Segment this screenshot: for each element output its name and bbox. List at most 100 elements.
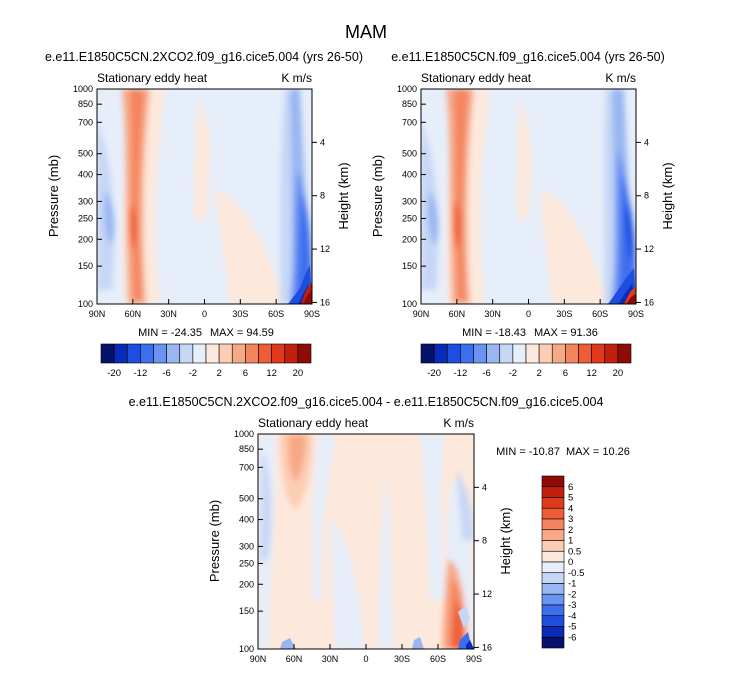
- y-tick-label: 100: [78, 299, 93, 309]
- panel-2-ylabel: Pressure (mb): [370, 155, 385, 237]
- colorbar-label: -20: [107, 368, 121, 379]
- colorbar-label: 12: [266, 368, 277, 379]
- y-tick-label: 700: [402, 117, 417, 127]
- colorbar-box: [617, 343, 632, 364]
- panel-3-ylabel: Pressure (mb): [207, 500, 222, 582]
- colorbar-label: -12: [454, 368, 468, 379]
- y-tick-label: 150: [402, 261, 417, 271]
- colorbar-box: [541, 572, 565, 584]
- y-tick-label: 200: [402, 234, 417, 244]
- x-tick-label: 90S: [628, 309, 644, 319]
- y2-tick-label: 12: [644, 244, 654, 254]
- colorbar-box: [541, 593, 565, 606]
- colorbar-box: [433, 343, 448, 364]
- colorbar-label: -6: [568, 632, 576, 643]
- panel-1-max: MAX = 94.59: [210, 327, 274, 339]
- colorbar-box: [541, 518, 565, 531]
- x-tick-label: 90N: [89, 309, 106, 319]
- colorbar-box: [113, 343, 128, 364]
- colorbar-box: [551, 343, 566, 364]
- y-tick-label: 100: [402, 299, 417, 309]
- panel-3-y2label: Height (km): [498, 507, 513, 574]
- y-tick-label: 1000: [73, 84, 93, 94]
- colorbar-box: [512, 343, 527, 364]
- colorbar-label: 6: [568, 482, 573, 493]
- y-tick-label: 400: [402, 170, 417, 180]
- panel-1: e.e11.E1850C5CN.2XCO2.f09_g16.cice5.004 …: [45, 50, 363, 379]
- y-tick-label: 150: [78, 261, 93, 271]
- panel-1-ylabel: Pressure (mb): [46, 155, 61, 237]
- y2-tick-label: 8: [320, 191, 325, 201]
- y-tick-label: 300: [239, 541, 254, 551]
- y2-tick-label: 4: [644, 137, 649, 147]
- colorbar-box: [525, 343, 540, 364]
- colorbar-box: [284, 343, 299, 364]
- colorbar-box: [446, 343, 461, 364]
- panel-1-colorbar: -20 -12 -6 -2 2 6 12 20: [100, 343, 312, 379]
- colorbar-box: [140, 343, 154, 364]
- panel-2-contour-field: [421, 89, 636, 304]
- colorbar-label: -2: [568, 589, 576, 600]
- colorbar-box: [486, 343, 501, 364]
- colorbar-box: [205, 343, 220, 364]
- colorbar-label: 2: [536, 368, 541, 379]
- panel-2-title: e.e11.E1850C5CN.f09_g16.cice5.004 (yrs 2…: [391, 50, 665, 64]
- colorbar-box: [271, 343, 286, 364]
- x-tick-label: 90N: [413, 309, 430, 319]
- colorbar-label: 6: [563, 368, 568, 379]
- x-tick-label: 0: [363, 654, 368, 664]
- colorbar-box: [258, 343, 272, 364]
- colorbar-box: [245, 343, 259, 364]
- panel-1-contour-field: [97, 89, 312, 304]
- x-tick-label: 90S: [466, 654, 482, 664]
- panel-2-right-string: K m/s: [605, 71, 636, 85]
- colorbar-box: [218, 343, 233, 364]
- y-tick-label: 400: [78, 170, 93, 180]
- y2-tick-label: 4: [482, 482, 487, 492]
- colorbar-label: -1: [568, 579, 576, 590]
- panel-3-contour-field: [258, 434, 474, 649]
- panel-1-y2label: Height (km): [336, 162, 351, 229]
- colorbar-box: [541, 604, 565, 617]
- y-tick-label: 700: [239, 462, 254, 472]
- y-tick-label: 850: [402, 99, 417, 109]
- colorbar-label: 20: [293, 368, 304, 379]
- colorbar-label: 3: [568, 514, 573, 525]
- colorbar-box: [604, 343, 619, 364]
- x-tick-label: 60S: [592, 309, 608, 319]
- colorbar-box: [126, 343, 141, 364]
- colorbar-box: [179, 343, 194, 364]
- x-tick-label: 90N: [250, 654, 267, 664]
- colorbar-label: -12: [134, 368, 148, 379]
- colorbar-label: -2: [509, 368, 517, 379]
- y2-tick-label: 4: [320, 137, 325, 147]
- colorbar-label: 20: [613, 368, 624, 379]
- panel-3-axes: 90N 60N 30N 0 30S 60S 90S 100 150 200 250 300 400 500…: [234, 429, 492, 664]
- y2-tick-label: 16: [644, 297, 654, 307]
- x-tick-label: 60N: [286, 654, 303, 664]
- colorbar-label: 1: [568, 536, 573, 547]
- colorbar-box: [473, 343, 487, 364]
- colorbar-box: [565, 343, 579, 364]
- y-tick-label: 850: [78, 99, 93, 109]
- panel-3-right-string: K m/s: [443, 416, 474, 430]
- panel-2-colorbar: -20 -12 -6 -2 2 6 12 20: [420, 343, 632, 379]
- colorbar-box: [541, 550, 565, 563]
- panel-3-min: MIN = -10.87: [496, 446, 560, 458]
- x-tick-label: 30S: [556, 309, 572, 319]
- x-tick-label: 90S: [304, 309, 320, 319]
- panel-2-max: MAX = 91.36: [534, 327, 598, 339]
- y2-tick-label: 16: [482, 642, 492, 652]
- colorbar-box: [541, 636, 565, 649]
- figure-title: MAM: [345, 22, 387, 42]
- colorbar-box: [578, 343, 592, 364]
- panel-1-right-string: K m/s: [281, 71, 312, 85]
- x-tick-label: 30N: [484, 309, 501, 319]
- colorbar-label: -2: [189, 368, 197, 379]
- panel-3-left-string: Stationary eddy heat: [258, 416, 369, 430]
- colorbar-box: [166, 343, 181, 364]
- y-tick-label: 400: [239, 515, 254, 525]
- colorbar-box: [541, 540, 565, 552]
- colorbar-box: [541, 475, 565, 488]
